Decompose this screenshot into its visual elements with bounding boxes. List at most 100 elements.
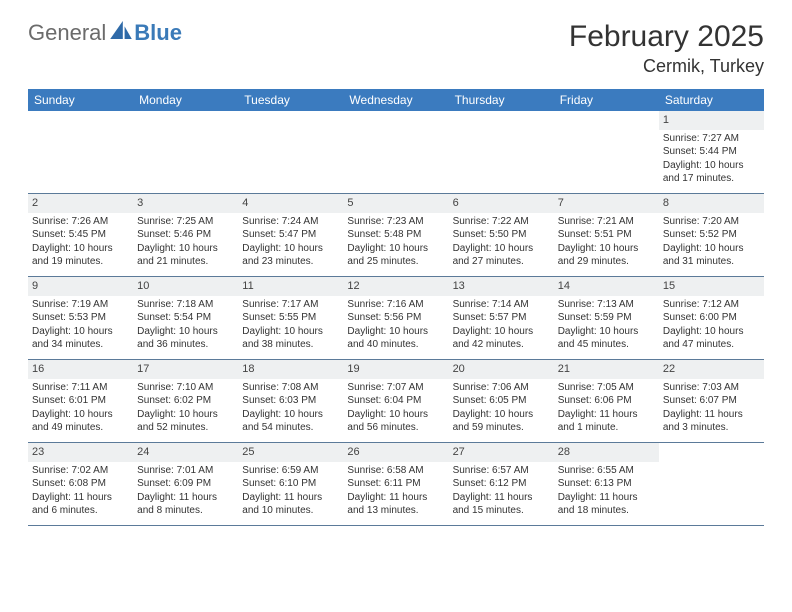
daylight-line: Daylight: 11 hours and 8 minutes. [137,491,234,518]
weekday-header: Sunday Monday Tuesday Wednesday Thursday… [28,89,764,111]
day-number: 6 [449,194,554,213]
daylight-line: Daylight: 10 hours and 23 minutes. [242,242,339,269]
calendar-cell [28,111,133,193]
location: Cermik, Turkey [569,56,764,77]
calendar-cell: 25Sunrise: 6:59 AMSunset: 6:10 PMDayligh… [238,443,343,525]
calendar-cell [449,111,554,193]
sunset-line: Sunset: 6:05 PM [453,394,550,408]
sunrise-line: Sunrise: 7:05 AM [558,381,655,395]
day-number: 12 [343,277,448,296]
sunrise-line: Sunrise: 6:58 AM [347,464,444,478]
sunset-line: Sunset: 6:03 PM [242,394,339,408]
sunrise-line: Sunrise: 7:13 AM [558,298,655,312]
sunrise-line: Sunrise: 7:12 AM [663,298,760,312]
daylight-line: Daylight: 10 hours and 59 minutes. [453,408,550,435]
sunrise-line: Sunrise: 7:08 AM [242,381,339,395]
sunrise-line: Sunrise: 7:10 AM [137,381,234,395]
day-number: 5 [343,194,448,213]
daylight-line: Daylight: 11 hours and 15 minutes. [453,491,550,518]
daylight-line: Daylight: 10 hours and 21 minutes. [137,242,234,269]
weekday-label: Tuesday [238,89,343,111]
calendar-cell [659,443,764,525]
weekday-label: Sunday [28,89,133,111]
day-number: 1 [659,111,764,130]
calendar-cell: 26Sunrise: 6:58 AMSunset: 6:11 PMDayligh… [343,443,448,525]
day-number: 22 [659,360,764,379]
sunrise-line: Sunrise: 7:25 AM [137,215,234,229]
weekday-label: Monday [133,89,238,111]
sunset-line: Sunset: 5:47 PM [242,228,339,242]
calendar-cell: 17Sunrise: 7:10 AMSunset: 6:02 PMDayligh… [133,360,238,442]
daylight-line: Daylight: 11 hours and 10 minutes. [242,491,339,518]
sunrise-line: Sunrise: 7:18 AM [137,298,234,312]
sunrise-line: Sunrise: 7:27 AM [663,132,760,146]
calendar-week: 9Sunrise: 7:19 AMSunset: 5:53 PMDaylight… [28,277,764,360]
calendar-cell: 23 Sunrise: 7:02 AMSunset: 6:08 PMDayligh… [28,443,133,525]
daylight-line: Daylight: 10 hours and 56 minutes. [347,408,444,435]
daylight-line: Daylight: 10 hours and 45 minutes. [558,325,655,352]
sunrise-line: Sunrise: 6:59 AM [242,464,339,478]
calendar-cell: 12Sunrise: 7:16 AMSunset: 5:56 PMDayligh… [343,277,448,359]
day-number: 20 [449,360,554,379]
day-number: 8 [659,194,764,213]
daylight-line: Daylight: 10 hours and 54 minutes. [242,408,339,435]
day-number: 21 [554,360,659,379]
daylight-line: Daylight: 10 hours and 19 minutes. [32,242,129,269]
sunrise-line: Sunrise: 7:02 AM [32,464,129,478]
calendar-page: General Blue February 2025 Cermik, Turke… [0,0,792,526]
sunrise-line: Sunrise: 7:03 AM [663,381,760,395]
calendar-cell: 4Sunrise: 7:24 AMSunset: 5:47 PMDaylight… [238,194,343,276]
sunrise-line: Sunrise: 7:26 AM [32,215,129,229]
sunset-line: Sunset: 6:08 PM [32,477,129,491]
sunrise-line: Sunrise: 7:20 AM [663,215,760,229]
daylight-line: Daylight: 11 hours and 13 minutes. [347,491,444,518]
calendar-cell: 21Sunrise: 7:05 AMSunset: 6:06 PMDayligh… [554,360,659,442]
calendar-cell: 27Sunrise: 6:57 AMSunset: 6:12 PMDayligh… [449,443,554,525]
daylight-line: Daylight: 11 hours and 6 minutes. [32,491,129,518]
sunrise-line: Sunrise: 7:16 AM [347,298,444,312]
sunset-line: Sunset: 6:11 PM [347,477,444,491]
sunset-line: Sunset: 5:54 PM [137,311,234,325]
title-block: February 2025 Cermik, Turkey [569,20,764,77]
calendar-cell [343,111,448,193]
day-number: 23 [28,443,133,462]
sunrise-line: Sunrise: 6:55 AM [558,464,655,478]
sunrise-line: Sunrise: 7:24 AM [242,215,339,229]
sunset-line: Sunset: 5:53 PM [32,311,129,325]
calendar-cell [133,111,238,193]
sunrise-line: Sunrise: 7:17 AM [242,298,339,312]
sunset-line: Sunset: 5:46 PM [137,228,234,242]
daylight-line: Daylight: 10 hours and 29 minutes. [558,242,655,269]
day-number: 11 [238,277,343,296]
daylight-line: Daylight: 10 hours and 25 minutes. [347,242,444,269]
day-number: 16 [28,360,133,379]
sunset-line: Sunset: 6:00 PM [663,311,760,325]
calendar-cell: 13Sunrise: 7:14 AMSunset: 5:57 PMDayligh… [449,277,554,359]
sunset-line: Sunset: 6:02 PM [137,394,234,408]
calendar-week: 1Sunrise: 7:27 AMSunset: 5:44 PMDaylight… [28,111,764,194]
sunset-line: Sunset: 5:57 PM [453,311,550,325]
sunrise-line: Sunrise: 7:22 AM [453,215,550,229]
calendar-cell: 16Sunrise: 7:11 AMSunset: 6:01 PMDayligh… [28,360,133,442]
daylight-line: Daylight: 10 hours and 40 minutes. [347,325,444,352]
calendar-cell: 11Sunrise: 7:17 AMSunset: 5:55 PMDayligh… [238,277,343,359]
daylight-line: Daylight: 10 hours and 34 minutes. [32,325,129,352]
calendar-cell: 2Sunrise: 7:26 AMSunset: 5:45 PMDaylight… [28,194,133,276]
sunrise-line: Sunrise: 7:11 AM [32,381,129,395]
sunrise-line: Sunrise: 7:19 AM [32,298,129,312]
daylight-line: Daylight: 10 hours and 36 minutes. [137,325,234,352]
sunrise-line: Sunrise: 7:01 AM [137,464,234,478]
calendar-cell: 24Sunrise: 7:01 AMSunset: 6:09 PMDayligh… [133,443,238,525]
calendar-cell: 7Sunrise: 7:21 AMSunset: 5:51 PMDaylight… [554,194,659,276]
brand-part2: Blue [134,20,182,46]
calendar-cell: 8Sunrise: 7:20 AMSunset: 5:52 PMDaylight… [659,194,764,276]
sunset-line: Sunset: 5:45 PM [32,228,129,242]
calendar-cell [554,111,659,193]
day-number: 9 [28,277,133,296]
sunrise-line: Sunrise: 7:23 AM [347,215,444,229]
calendar-cell [238,111,343,193]
day-number: 7 [554,194,659,213]
sunset-line: Sunset: 5:52 PM [663,228,760,242]
daylight-line: Daylight: 10 hours and 17 minutes. [663,159,760,186]
calendar-grid: 1Sunrise: 7:27 AMSunset: 5:44 PMDaylight… [28,111,764,526]
